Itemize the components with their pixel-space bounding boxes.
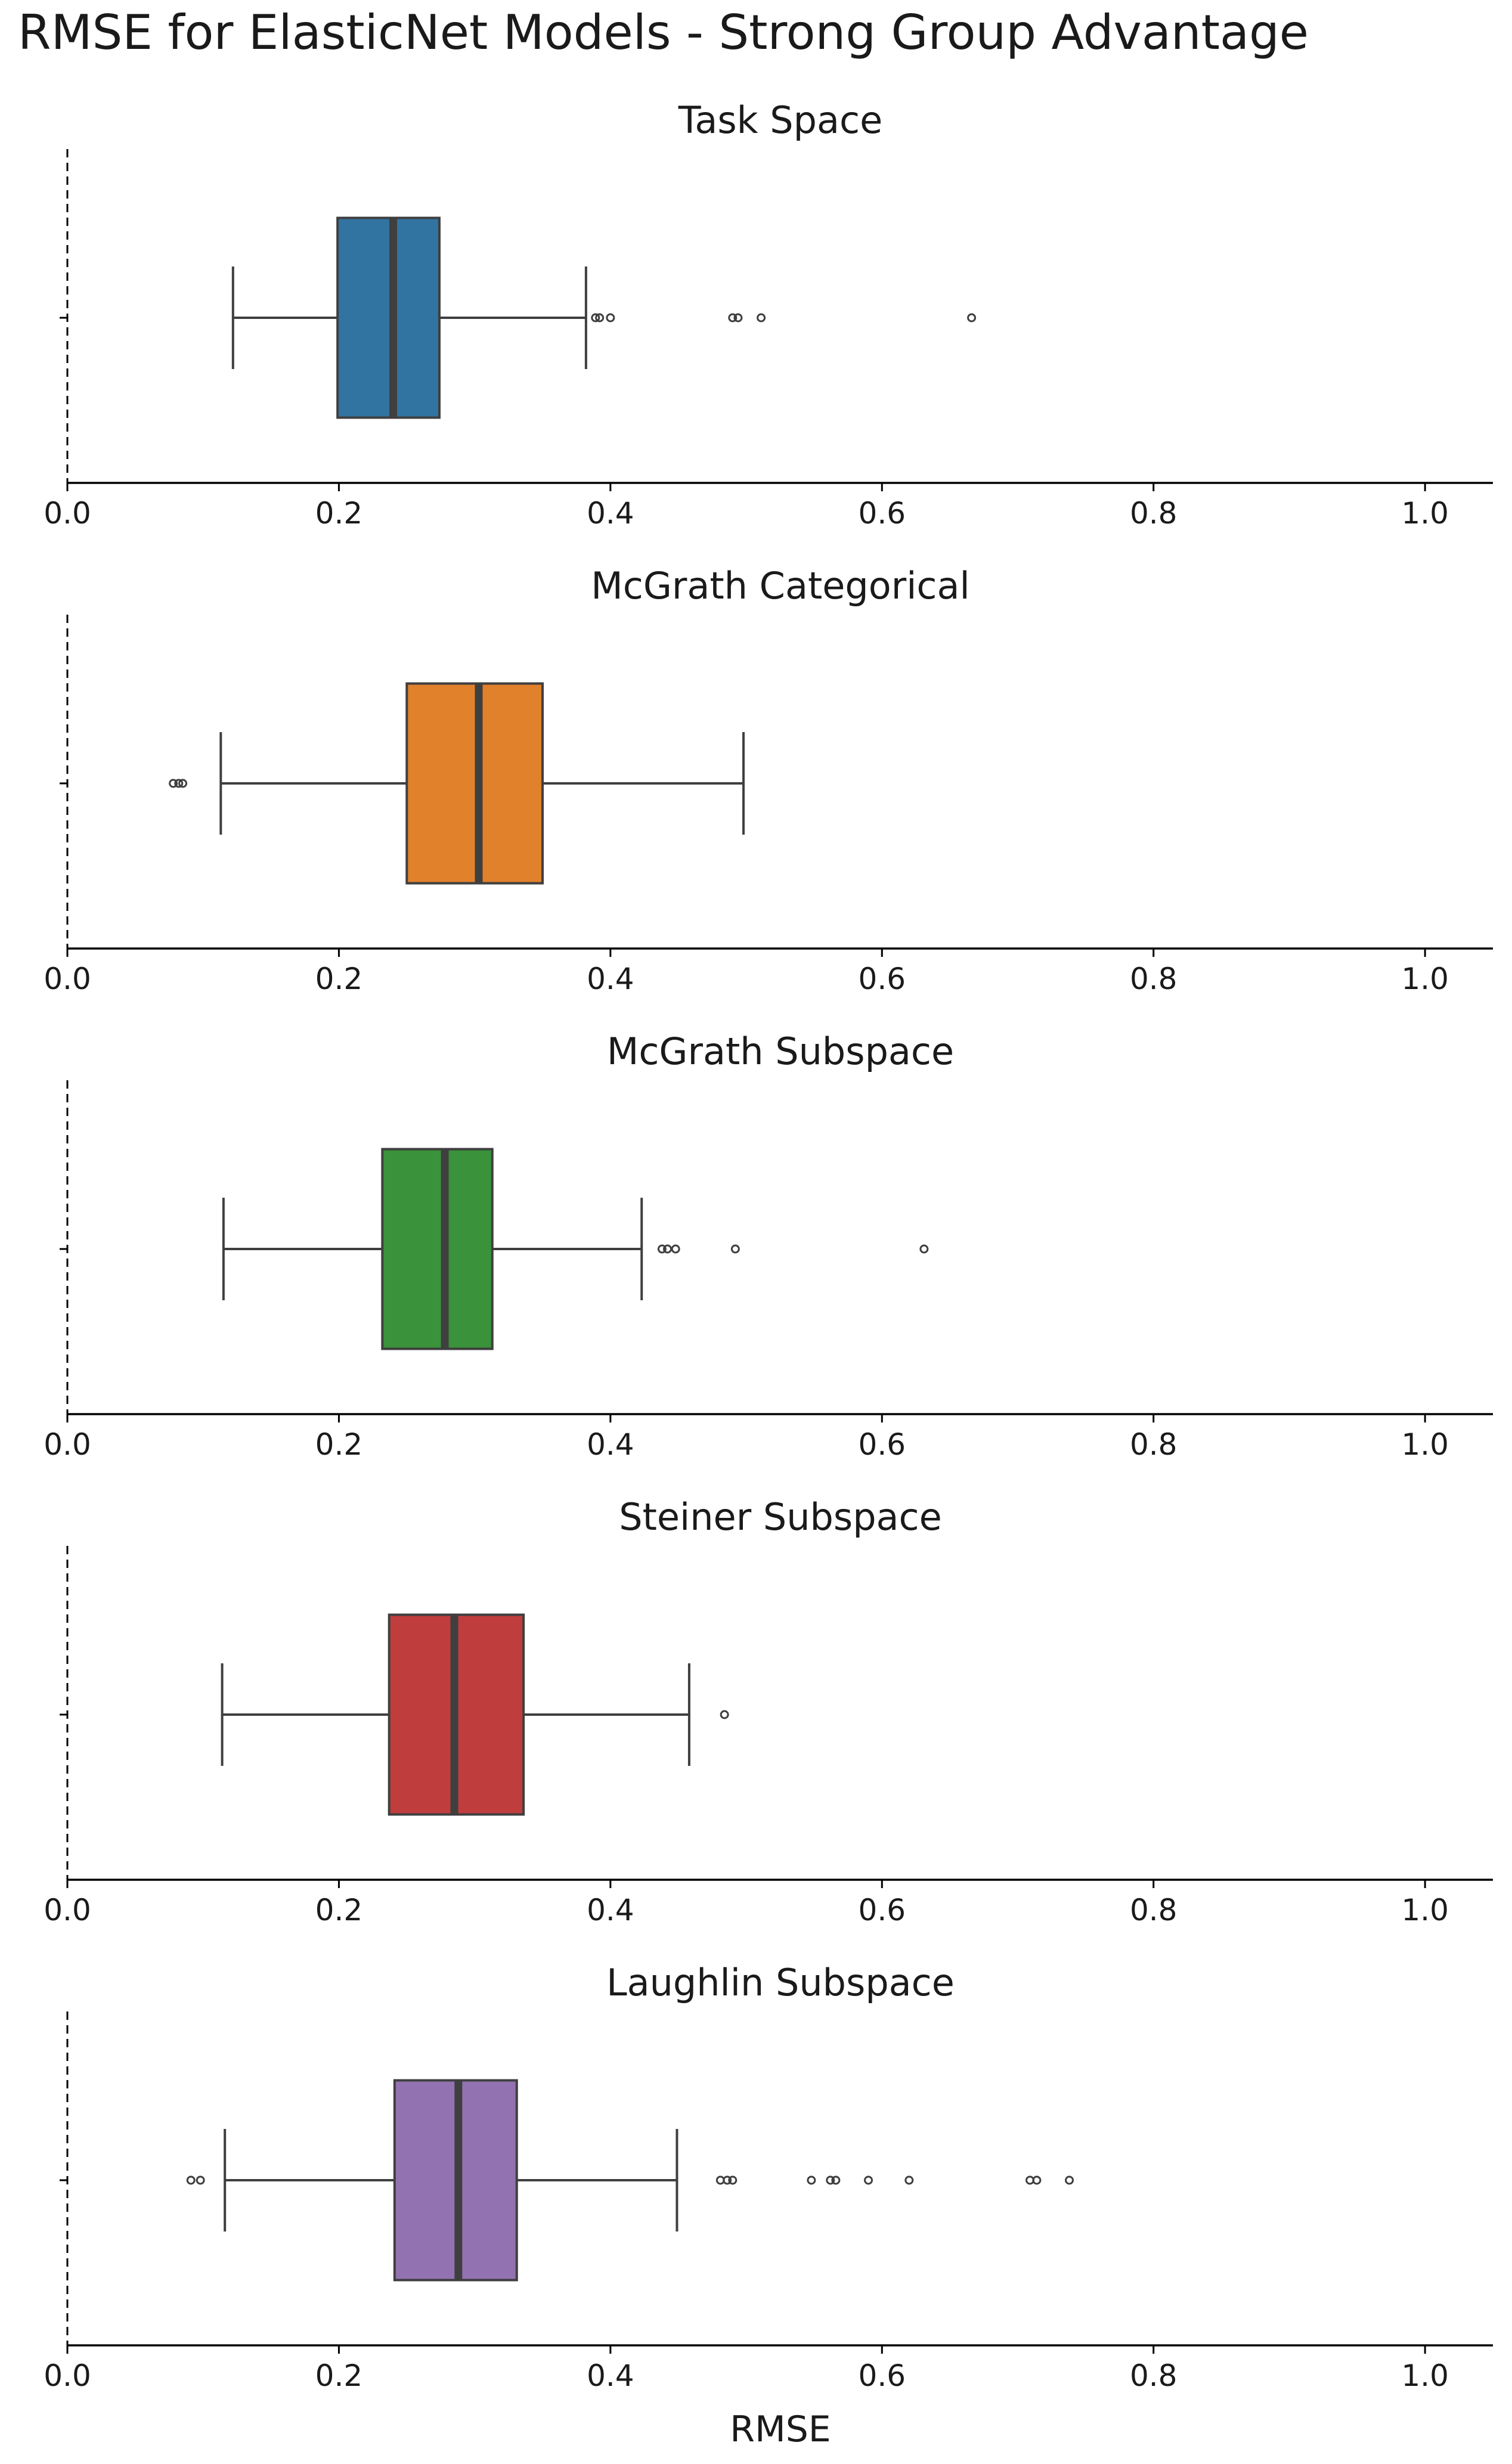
x-tick-label: 0.8 [1130, 496, 1178, 531]
outlier-point [864, 2175, 873, 2185]
outlier-point [733, 313, 743, 323]
x-tick-label: 0.4 [587, 962, 634, 996]
x-tick-label: 0.0 [44, 1893, 91, 1927]
outlier-point [807, 2175, 816, 2185]
iqr-box [405, 682, 544, 885]
outlier-point [730, 1244, 740, 1254]
x-tick-label: 0.4 [587, 1893, 634, 1927]
outlier-point [591, 313, 600, 323]
x-tick-label: 0.2 [315, 1893, 363, 1927]
x-tick-label: 0.8 [1130, 2358, 1178, 2393]
outlier-point [831, 2175, 841, 2185]
outlier-point [657, 1244, 667, 1254]
outlier-point [169, 779, 178, 788]
x-tick-label: 1.0 [1401, 1893, 1449, 1927]
outlier-point [919, 1244, 929, 1254]
iqr-box [336, 216, 441, 419]
x-tick-label: 0.2 [315, 962, 363, 996]
outlier-point [728, 313, 738, 323]
outlier-point [720, 1710, 729, 1719]
panel: Steiner Subspace 0.0 0.2 0.4 0.6 0.8 1.0 [44, 1495, 1493, 1927]
panel: McGrath Categorical 0.0 0.2 0.4 0.6 0.8 1.0 [44, 564, 1493, 996]
x-tick-label: 0.0 [44, 2358, 91, 2393]
x-tick-label: 0.6 [859, 2358, 906, 2393]
x-tick-label: 0.0 [44, 1427, 91, 1462]
panel: McGrath Subspace 0.0 0.2 0.4 0.6 0.8 1.0 [44, 1030, 1493, 1462]
outlier-point [174, 779, 184, 788]
outlier-point [178, 779, 188, 788]
outlier-point [728, 2175, 738, 2185]
x-tick-label: 0.8 [1130, 962, 1178, 996]
x-tick-label: 0.6 [859, 1893, 906, 1927]
x-tick-label: 0.4 [587, 1427, 634, 1462]
x-tick-label: 1.0 [1401, 2358, 1449, 2393]
outlier-point [904, 2175, 914, 2185]
panel-title: McGrath Categorical [591, 564, 969, 608]
panel: Laughlin Subspace 0.0 0.2 0.4 0.6 0.8 1.0 [44, 1961, 1493, 2393]
iqr-box [381, 1148, 494, 1350]
outlier-point [826, 2175, 835, 2185]
panel-title: Laughlin Subspace [606, 1961, 955, 2004]
x-tick-label: 0.0 [44, 962, 91, 996]
outlier-point [606, 313, 615, 323]
panel-title: Task Space [678, 98, 882, 142]
x-tick-label: 0.4 [587, 496, 634, 531]
outlier-point [723, 2175, 732, 2185]
x-tick-label: 0.6 [859, 1427, 906, 1462]
outlier-point [1032, 2175, 1042, 2185]
x-tick-label: 0.8 [1130, 1893, 1178, 1927]
outlier-point [662, 1244, 672, 1254]
outlier-point [967, 313, 977, 323]
outlier-point [595, 313, 605, 323]
outlier-point [186, 2175, 196, 2185]
panel-title: McGrath Subspace [607, 1030, 954, 1073]
x-tick-label: 1.0 [1401, 496, 1449, 531]
x-tick-label: 0.2 [315, 2358, 363, 2393]
x-tick-label: 1.0 [1401, 962, 1449, 996]
x-axis-label: RMSE [730, 2409, 831, 2450]
x-tick-label: 0.6 [859, 496, 906, 531]
outlier-point [1065, 2175, 1074, 2185]
figure-title: RMSE for ElasticNet Models - Strong Grou… [18, 5, 1309, 60]
x-tick-label: 0.8 [1130, 1427, 1178, 1462]
panel-title: Steiner Subspace [619, 1495, 942, 1539]
outlier-point [196, 2175, 205, 2185]
x-tick-label: 0.6 [859, 962, 906, 996]
outlier-point [671, 1244, 680, 1254]
outlier-point [757, 313, 766, 323]
x-tick-label: 0.0 [44, 496, 91, 531]
x-tick-label: 1.0 [1401, 1427, 1449, 1462]
x-tick-label: 0.2 [315, 496, 363, 531]
x-tick-label: 0.4 [587, 2358, 634, 2393]
x-tick-label: 0.2 [315, 1427, 363, 1462]
panel: Task Space 0.0 0.2 0.4 0.6 0.8 1.0 [44, 98, 1493, 531]
